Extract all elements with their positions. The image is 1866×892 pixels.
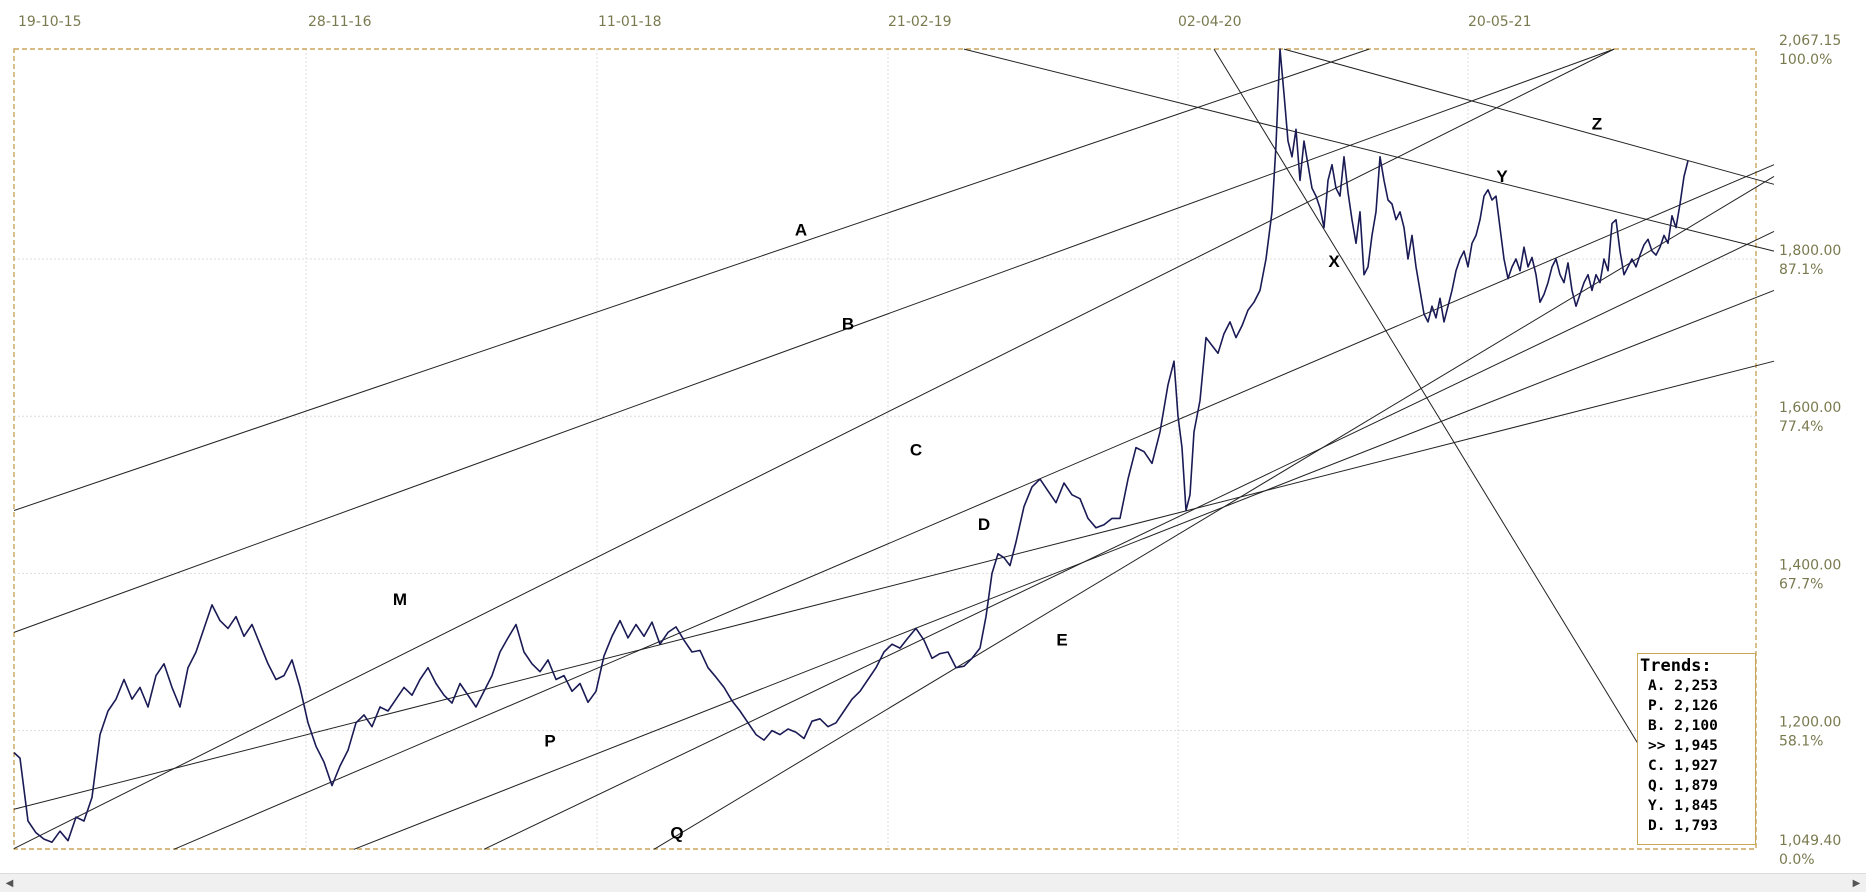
trend-line-z (1283, 48, 1775, 185)
chart-grid (14, 49, 1756, 849)
x-tick-label: 02-04-20 (1178, 14, 1242, 30)
trend-label-a: A (795, 220, 807, 239)
trend-row: A. 2,253 (1648, 678, 1718, 694)
trend-line-b (13, 48, 1615, 633)
trend-label-p: P (544, 731, 555, 750)
trend-labels: A B C D E M P Q X Y Z (393, 114, 1602, 842)
trend-row: C. 1,927 (1648, 758, 1718, 774)
trend-row: P. 2,126 (1648, 698, 1718, 714)
plot-frame (13, 48, 1757, 850)
x-tick-label: 21-02-19 (888, 14, 952, 30)
trend-label-z: Z (1592, 114, 1602, 133)
trend-line-x (1213, 48, 1655, 771)
y-tick-percent-label: 67.7% (1779, 576, 1823, 592)
arrow-right-icon[interactable]: ▶ (1852, 877, 1861, 889)
trend-lines (13, 48, 1775, 850)
trend-label-q: Q (670, 823, 683, 842)
y-tick-price-label: 1,400.00 (1779, 557, 1841, 573)
y-tick-price-label: 1,600.00 (1779, 400, 1841, 416)
trend-label-c: C (910, 441, 922, 460)
y-tick-percent-label: 100.0% (1779, 52, 1832, 68)
trend-row: D. 1,793 (1648, 818, 1718, 834)
trends-panel: Trends: A. 2,253 P. 2,126 B. 2,100 >> 1,… (1637, 653, 1756, 845)
trend-label-e: E (1056, 631, 1067, 650)
x-tick-label: 19-10-15 (18, 14, 82, 30)
trend-label-y: Y (1496, 167, 1508, 186)
trend-label-b: B (842, 315, 854, 334)
trend-row: >> 1,945 (1648, 738, 1718, 754)
trend-row: Q. 1,879 (1648, 778, 1718, 794)
y-tick-percent-label: 0.0% (1779, 852, 1815, 868)
y-tick-price-label: 1,800.00 (1779, 243, 1841, 259)
trend-line-y (963, 48, 1775, 252)
trend-line-m (13, 48, 1615, 849)
trend-label-x: X (1328, 252, 1340, 271)
trend-row: B. 2,100 (1648, 718, 1718, 734)
y-tick-percent-label: 87.1% (1779, 262, 1823, 278)
arrow-left-icon[interactable]: ◀ (5, 877, 14, 889)
trend-row: Y. 1,845 (1648, 798, 1718, 814)
x-tick-label: 11-01-18 (598, 14, 662, 30)
y-tick-percent-label: 77.4% (1779, 419, 1823, 435)
trend-line-a (13, 48, 1370, 512)
trend-line-p (353, 289, 1775, 850)
y-axis-ticks: 2,067.15 100.0% 1,800.00 87.1% 1,600.00 77.4%… (1779, 33, 1841, 868)
horizontal-scrollbar[interactable]: ◀ ▶ (0, 873, 1866, 892)
trend-line-d (483, 231, 1775, 850)
trend-line-q (653, 176, 1775, 850)
price-series-line (13, 48, 1689, 843)
y-tick-price-label: 1,200.00 (1779, 715, 1841, 731)
trend-label-d: D (978, 515, 990, 534)
trend-label-m: M (393, 590, 407, 609)
y-tick-price-label: 1,049.40 (1779, 833, 1841, 849)
y-tick-percent-label: 58.1% (1779, 734, 1823, 750)
x-tick-label: 20-05-21 (1468, 14, 1532, 30)
y-tick-price-label: 2,067.15 (1779, 33, 1841, 49)
trend-line-e (13, 360, 1775, 810)
x-axis-ticks: 19-10-15 28-11-16 11-01-18 21-02-19 02-04-20… (18, 14, 1532, 30)
x-tick-label: 28-11-16 (308, 14, 372, 30)
trends-panel-title: Trends: (1640, 656, 1712, 676)
